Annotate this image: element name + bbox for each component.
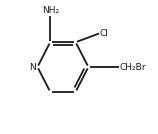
Text: Cl: Cl: [99, 29, 108, 38]
Text: CH₂Br: CH₂Br: [119, 62, 146, 72]
Text: NH₂: NH₂: [42, 6, 59, 15]
Text: N: N: [29, 62, 36, 72]
